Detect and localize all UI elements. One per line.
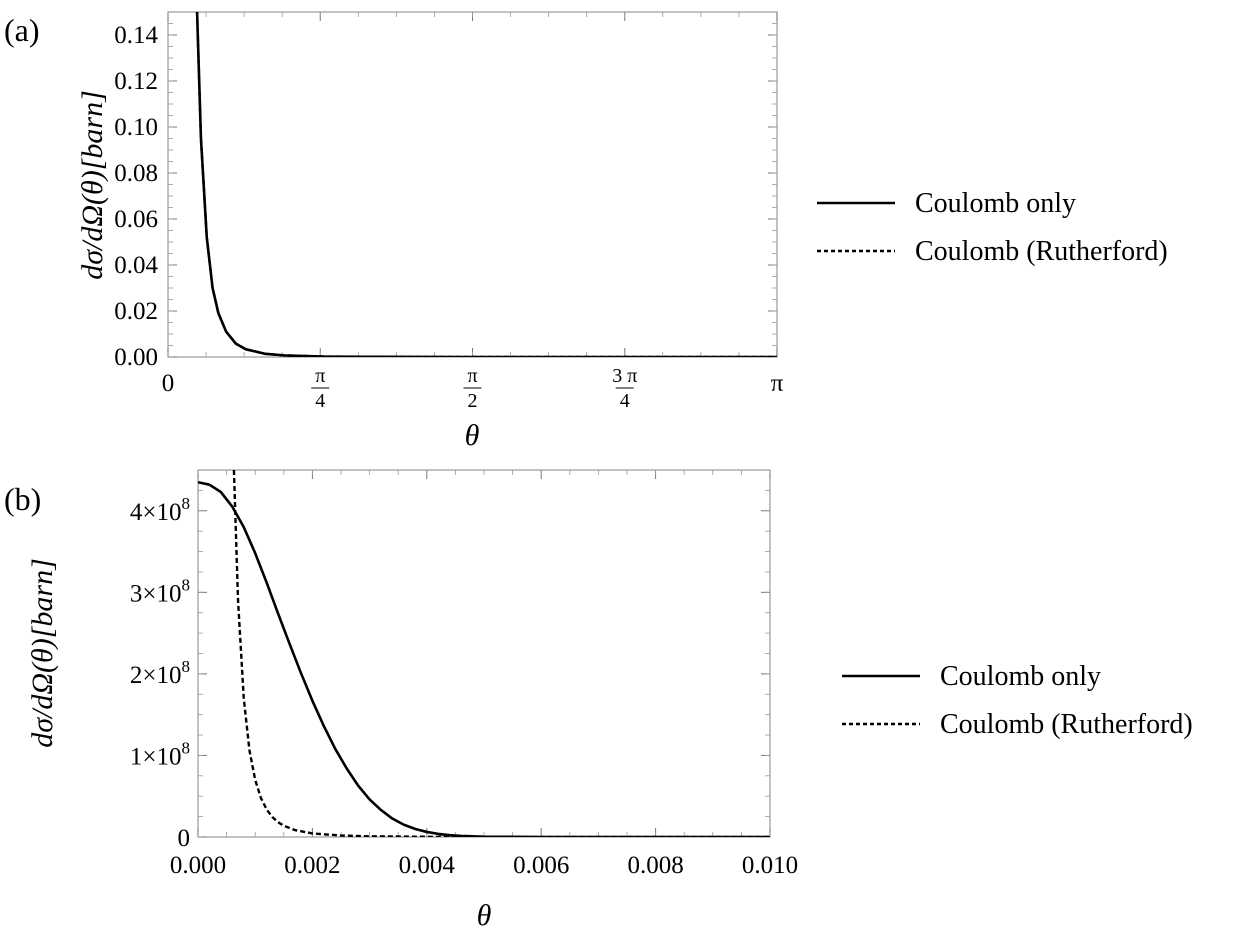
plot-b-ticks [197, 469, 771, 838]
y-tick-label: 0.04 [114, 252, 158, 279]
legend-a: Coulomb only Coulomb (Rutherford) [817, 188, 1168, 267]
legend-b: Coulomb only Coulomb (Rutherford) [842, 661, 1193, 740]
panel-a: (a) 0.00 0.02 0.04 0.06 0.08 0.10 0.12 0.14 0 π 4… [4, 11, 1168, 452]
series-line-coulomb-only [198, 480, 770, 837]
y-tick-label: 0 [178, 825, 191, 852]
y-tick-label: 0.12 [114, 68, 158, 95]
x-tick-label: 0.004 [399, 852, 456, 879]
plot-a-x-axis-title: θ [465, 419, 480, 452]
legend-a-series-1: Coulomb only [915, 188, 1076, 219]
plot-b-x-axis-title: θ [477, 899, 492, 931]
y-tick-label: 0.14 [114, 22, 158, 49]
x-tick-label: 0.008 [627, 852, 683, 879]
x-tick-label-denominator: 4 [315, 390, 325, 412]
x-tick-label: 0 [162, 370, 175, 397]
legend-a-series-2: Coulomb (Rutherford) [915, 236, 1168, 267]
x-tick-label-numerator: 3 π [612, 365, 637, 387]
legend-b-series-2: Coulomb (Rutherford) [940, 709, 1193, 740]
plot-b-x-tick-labels: 0.000 0.002 0.004 0.006 0.008 0.010 [170, 852, 798, 879]
y-tick-label: 3×108 [130, 575, 190, 607]
y-tick-label: 2×108 [130, 657, 190, 689]
x-tick-label: 0.000 [170, 852, 226, 879]
series-line-rutherford [195, 12, 777, 357]
plot-a-frame [167, 11, 778, 358]
plot-a-x-tick-labels: 0 π 4 π 2 3 π 4 π [162, 365, 784, 412]
x-tick-label: 0.010 [742, 852, 798, 879]
plot-a-y-tick-labels: 0.00 0.02 0.04 0.06 0.08 0.10 0.12 0.14 [114, 22, 158, 371]
panel-a-label: (a) [4, 12, 40, 48]
x-tick-label-denominator: 4 [620, 390, 630, 412]
plot-a-ticks [167, 11, 778, 358]
x-tick-label-numerator: π [315, 365, 325, 387]
y-tick-label: 1×108 [130, 738, 190, 770]
y-tick-label: 0.00 [114, 344, 158, 371]
y-tick-label: 0.10 [114, 114, 158, 141]
x-tick-label: 0.006 [513, 852, 569, 879]
series-line-rutherford [232, 470, 770, 837]
y-tick-label: 4×108 [130, 494, 190, 526]
plot-a-series [195, 12, 777, 357]
y-tick-label: 0.08 [114, 160, 158, 187]
x-tick-label: 0.002 [284, 852, 340, 879]
plot-b-y-axis-title: dσ/dΩ(θ)[barn] [26, 558, 59, 748]
x-tick-label-denominator: 2 [468, 390, 478, 412]
plot-b-y-tick-labels: 0 1×108 2×108 3×108 4×108 [130, 494, 190, 852]
y-tick-label: 0.06 [114, 206, 158, 233]
plot-b-frame [197, 469, 771, 838]
plot-b-series [198, 470, 770, 837]
legend-b-series-1: Coulomb only [940, 661, 1101, 692]
series-line-coulomb-only [195, 12, 777, 357]
panel-b-label: (b) [4, 481, 41, 517]
y-tick-label: 0.02 [114, 298, 158, 325]
x-tick-label-numerator: π [467, 365, 477, 387]
x-tick-label: π [771, 370, 784, 397]
plot-a-y-axis-title: dσ/dΩ(θ)[barn] [76, 90, 109, 280]
